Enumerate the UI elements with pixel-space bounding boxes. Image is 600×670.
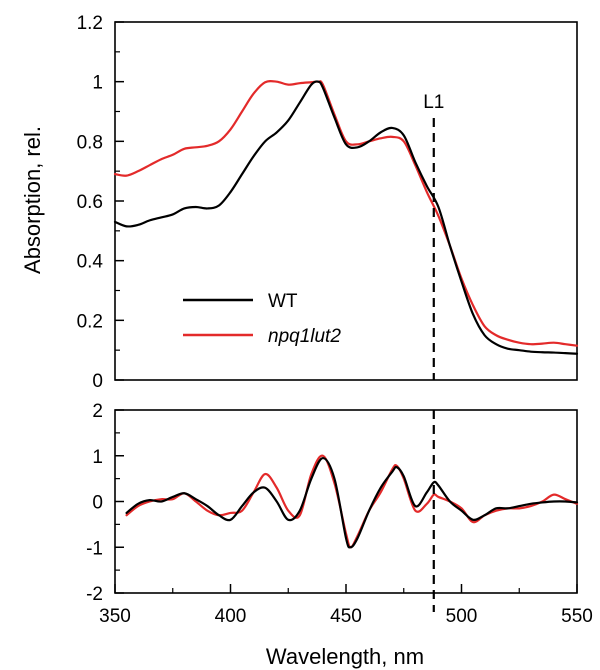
top-ytick-label: 0.2 — [77, 311, 103, 332]
x-tick-label: 400 — [215, 606, 247, 627]
bottom-x-ticks: 350 400 450 500 550 — [99, 584, 593, 627]
bottom-ytick-label: 0 — [92, 493, 103, 514]
y-axis-title: Absorption, rel. — [20, 126, 45, 274]
bottom-ytick-label: -2 — [86, 584, 103, 605]
top-series-npq1lut2 — [113, 79, 579, 347]
x-tick-label: 350 — [99, 606, 131, 627]
top-panel: 0 0.2 0.4 0.6 0.8 1 1.2 L1 WT npq1lut2 — [77, 13, 579, 392]
bottom-ytick-label: 1 — [92, 447, 103, 468]
top-series-wt — [113, 80, 579, 355]
bottom-series-npq1lut2 — [125, 454, 579, 549]
x-axis-title: Wavelength, nm — [266, 644, 424, 669]
top-ytick-label: 1 — [92, 73, 103, 94]
top-series-lines — [113, 79, 579, 355]
bottom-series-lines — [125, 454, 579, 549]
bottom-ytick-label: 2 — [92, 401, 103, 422]
legend: WT npq1lut2 — [183, 291, 341, 347]
top-ytick-label: 0.4 — [77, 252, 104, 273]
x-tick-label: 500 — [446, 606, 478, 627]
l1-annotation: L1 — [423, 92, 444, 113]
top-plot-frame — [114, 21, 578, 381]
x-tick-label: 450 — [330, 606, 362, 627]
bottom-y-ticks: -2 -1 0 1 2 — [86, 401, 124, 605]
top-ytick-label: 1.2 — [77, 13, 103, 34]
x-tick-label: 550 — [561, 606, 593, 627]
top-ytick-label: 0.6 — [77, 192, 103, 213]
bottom-panel: -2 -1 0 1 2 350 400 450 500 550 — [86, 401, 593, 627]
top-ytick-label: 0.8 — [77, 132, 103, 153]
legend-label-wt: WT — [268, 291, 298, 312]
bottom-ytick-label: -1 — [86, 538, 103, 559]
bottom-plot-frame — [114, 409, 578, 594]
top-ytick-label: 0 — [92, 371, 103, 392]
bottom-series-wt — [125, 456, 579, 549]
top-y-ticks: 0 0.2 0.4 0.6 0.8 1 1.2 — [77, 13, 124, 392]
legend-label-npq1lut2: npq1lut2 — [268, 326, 341, 347]
